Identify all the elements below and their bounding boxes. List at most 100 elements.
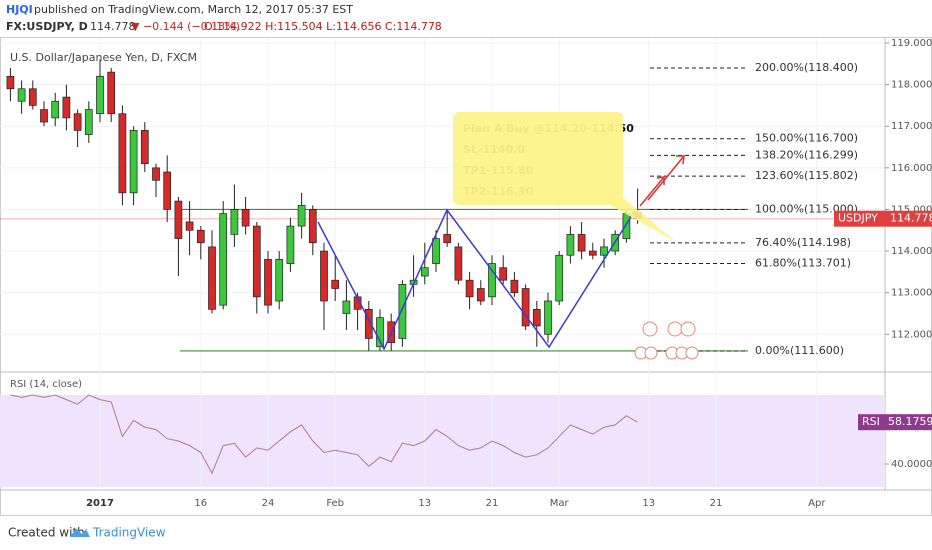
symbol: FX:USDJPY, D — [6, 20, 88, 33]
candle-body — [286, 225, 295, 264]
candle-body — [320, 250, 328, 302]
brand[interactable]: TradingView — [92, 526, 166, 540]
candle-body — [185, 221, 194, 231]
y-tick-label: 119.000 — [891, 38, 932, 49]
fib-label: 100.00%(115.000) — [755, 202, 858, 215]
candle-body — [443, 234, 452, 244]
last-price-value: 114.778 — [890, 212, 932, 225]
candle-body — [107, 71, 116, 115]
candle-body — [62, 96, 71, 119]
rsi-band — [0, 395, 885, 488]
candle-body — [17, 88, 26, 102]
candle-body — [73, 113, 82, 131]
candle-body — [476, 288, 485, 302]
rsi-tick-label: 40.0000 — [891, 459, 932, 470]
candle-body — [600, 246, 608, 256]
candle-body — [252, 225, 261, 298]
created-with: Created with — [8, 526, 85, 540]
price: 114.778 — [90, 20, 136, 33]
candle-body — [118, 113, 127, 194]
candle-body — [163, 171, 172, 210]
x-tick-label: Apr — [808, 498, 826, 509]
candle-body — [297, 204, 306, 227]
fib-label: 0.00%(111.600) — [755, 344, 844, 357]
candle-body — [331, 279, 340, 289]
x-tick-label: 16 — [194, 498, 207, 509]
candle-body — [588, 250, 597, 256]
x-tick-label: 2017 — [86, 498, 114, 509]
fib-label: 123.60%(115.802) — [755, 169, 858, 182]
x-tick-label: 13 — [418, 498, 431, 509]
candle-body — [208, 246, 216, 310]
rsi-line — [10, 394, 638, 475]
candle-body — [140, 130, 149, 165]
candle-body — [129, 130, 138, 194]
candle-body — [241, 209, 250, 227]
x-tick-label: 21 — [486, 498, 499, 509]
fib-label: 76.40%(114.198) — [755, 236, 851, 249]
candle-body — [96, 75, 104, 115]
y-tick-label: 116.000 — [891, 163, 932, 174]
candle-body — [28, 88, 37, 106]
candle-body — [84, 109, 93, 135]
y-tick-label: 115.000 — [891, 204, 932, 215]
candle-body — [51, 100, 60, 119]
candle-body — [6, 75, 15, 90]
fib-label: 61.80%(113.701) — [755, 257, 851, 270]
zigzag-drawing — [317, 208, 635, 351]
y-tick-label: 114.000 — [891, 246, 932, 257]
chart-title: U.S. Dollar/Japanese Yen, D, FXCM — [10, 51, 197, 64]
logo — [70, 528, 90, 537]
x-tick-label: Feb — [326, 498, 344, 509]
candle-body — [219, 213, 228, 306]
candle-body — [40, 109, 48, 123]
y-tick-label: 118.000 — [891, 80, 932, 91]
candle-body — [488, 263, 496, 298]
candle-body — [566, 234, 575, 256]
candle-body — [342, 300, 351, 314]
candle-body — [577, 234, 586, 252]
y-tick-label: 117.000 — [891, 121, 932, 132]
fib-label: 200.00%(118.400) — [755, 61, 858, 74]
candle-body — [376, 317, 384, 348]
candle-body — [532, 308, 541, 327]
rsi-name: RSI — [862, 415, 880, 428]
candle-body — [364, 308, 373, 339]
target-arrows — [639, 155, 685, 207]
published: published on TradingView.com, March 12, … — [34, 3, 353, 16]
rsi-value: 58.1759 — [888, 415, 932, 428]
last-price-name: USDJPY — [838, 212, 878, 225]
candle-body — [196, 229, 205, 244]
candle-body — [432, 238, 440, 264]
candle-body — [264, 259, 272, 306]
candle-body — [555, 254, 564, 302]
candle-body — [398, 284, 407, 339]
callout-box — [453, 112, 623, 205]
candle-body — [454, 246, 463, 281]
candle-body — [465, 279, 474, 298]
y-tick-label: 112.000 — [891, 329, 932, 340]
candle-body — [308, 209, 317, 244]
fib-label: 138.20%(116.299) — [755, 148, 858, 161]
fib-label: 150.00%(116.700) — [755, 132, 858, 145]
last-price-box — [834, 210, 932, 227]
candle-body — [622, 213, 631, 239]
x-tick-label: 21 — [710, 498, 723, 509]
y-tick-label: 113.000 — [891, 288, 932, 299]
candle-body — [521, 288, 530, 327]
candle-body — [230, 209, 239, 235]
callout-pointer — [608, 195, 676, 242]
author[interactable]: HJQI — [6, 3, 33, 16]
candle-body — [174, 200, 183, 239]
candle-body — [420, 267, 429, 277]
x-tick-label: 24 — [262, 498, 275, 509]
ohlc: O:114.922 H:115.504 L:114.656 C:114.778 — [204, 20, 442, 33]
x-tick-label: Mar — [550, 498, 570, 509]
change: ▼ −0.144 (−0.13%) — [131, 20, 240, 33]
candle-body — [499, 267, 508, 281]
candle-body — [275, 259, 284, 302]
candle-body — [544, 300, 552, 335]
candle-body — [510, 279, 519, 294]
rsi-value-box — [858, 414, 932, 431]
